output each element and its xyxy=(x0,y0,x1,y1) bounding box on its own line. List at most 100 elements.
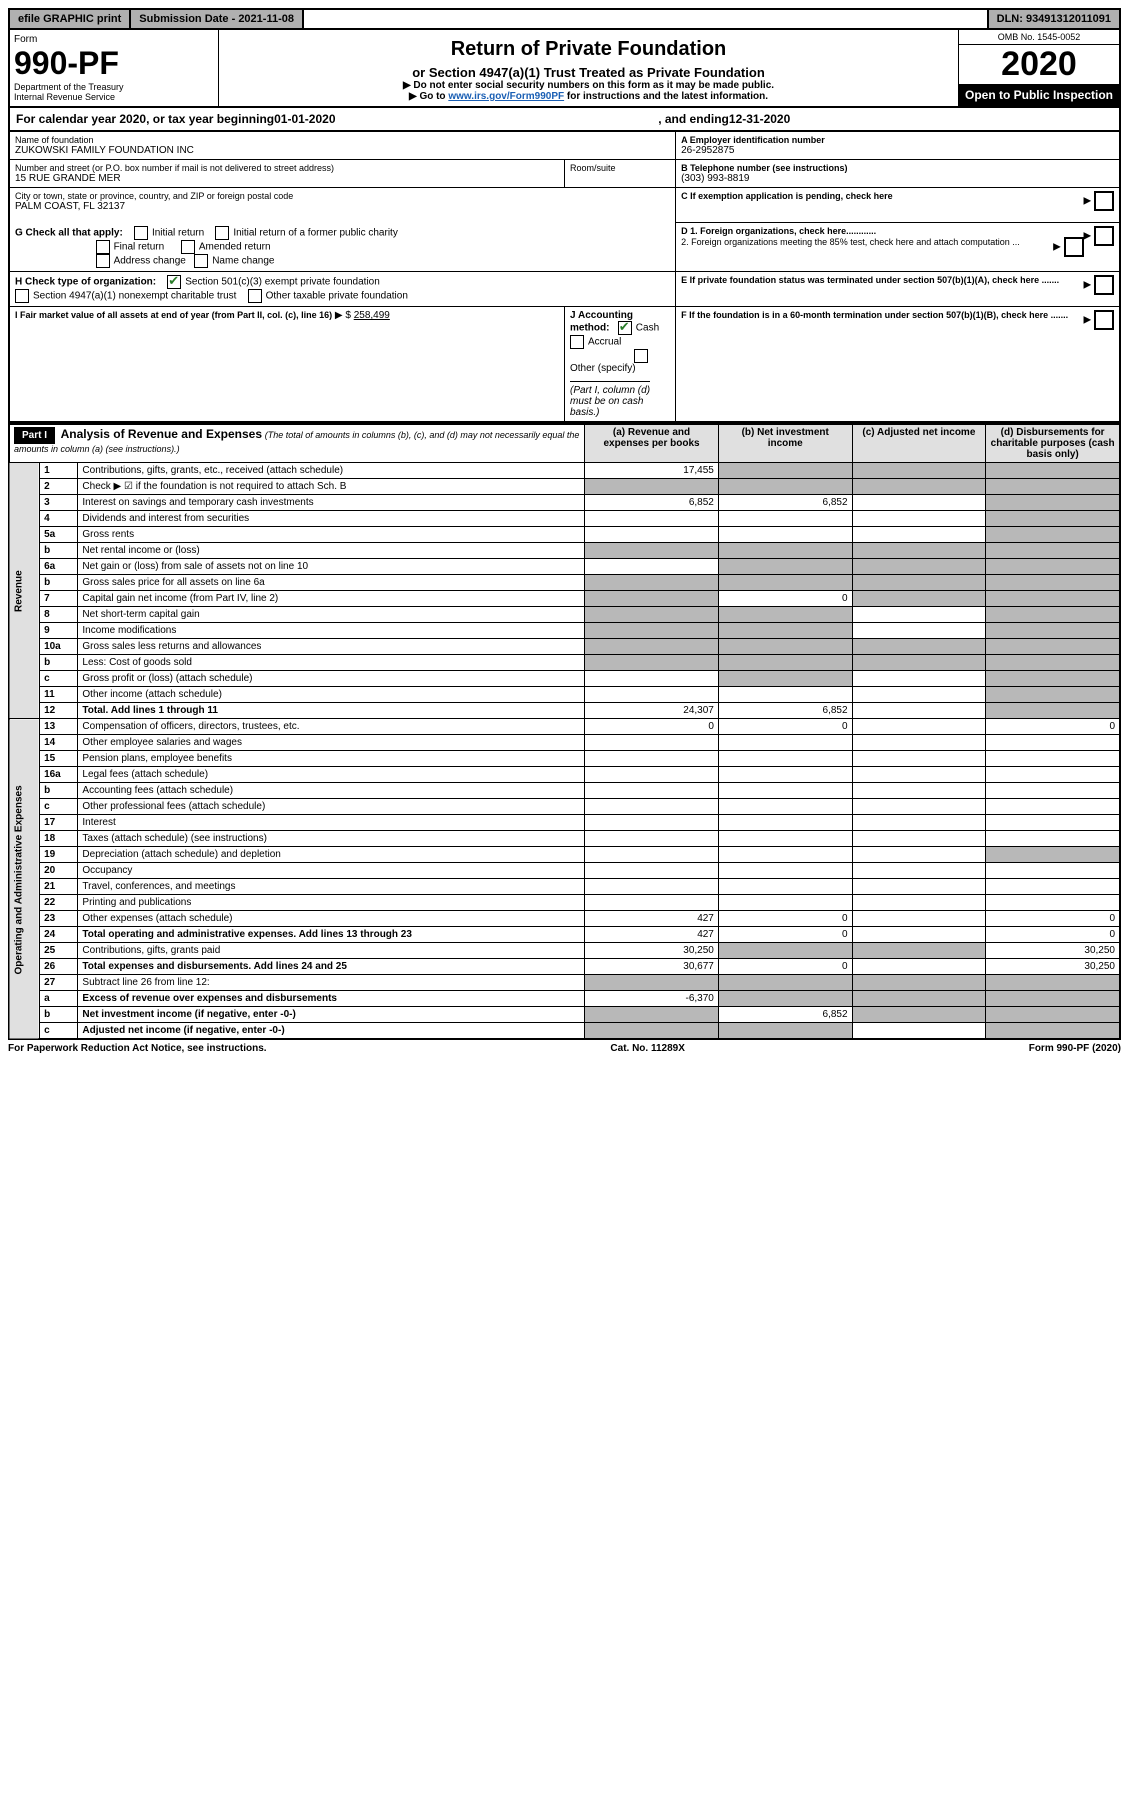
checkbox-accrual[interactable] xyxy=(570,335,584,349)
table-row: Revenue1Contributions, gifts, grants, et… xyxy=(9,463,1120,479)
table-row: 20Occupancy xyxy=(9,863,1120,879)
checkbox-initial-return[interactable] xyxy=(134,226,148,240)
city-value: PALM COAST, FL 32137 xyxy=(15,201,670,212)
instr-link[interactable]: www.irs.gov/Form990PF xyxy=(448,91,564,102)
checkbox-c[interactable] xyxy=(1094,191,1114,211)
e-label: E If private foundation status was termi… xyxy=(681,275,1059,285)
line-description: Contributions, gifts, grants, etc., rece… xyxy=(78,463,585,479)
line-description: Interest on savings and temporary cash i… xyxy=(78,495,585,511)
line-description: Gross sales price for all assets on line… xyxy=(78,575,585,591)
line-description: Travel, conferences, and meetings xyxy=(78,879,585,895)
col-c-header: (c) Adjusted net income xyxy=(852,424,986,463)
cell-b xyxy=(718,879,852,895)
line-number: 26 xyxy=(40,959,78,975)
checkbox-d1[interactable] xyxy=(1094,226,1114,246)
cell-a xyxy=(585,767,719,783)
line-description: Capital gain net income (from Part IV, l… xyxy=(78,591,585,607)
cell-b xyxy=(718,975,852,991)
checkbox-f[interactable] xyxy=(1094,310,1114,330)
cell-b xyxy=(718,751,852,767)
table-row: 12Total. Add lines 1 through 1124,3076,8… xyxy=(9,703,1120,719)
tax-year: 2020 xyxy=(959,45,1119,84)
cell-d xyxy=(986,863,1120,879)
h-other: Other taxable private foundation xyxy=(266,291,408,302)
cell-a xyxy=(585,1023,719,1040)
cell-c xyxy=(852,607,986,623)
checkbox-final-return[interactable] xyxy=(96,240,110,254)
cell-c xyxy=(852,959,986,975)
form-header: Form 990-PF Department of the Treasury I… xyxy=(8,30,1121,108)
phone-label: B Telephone number (see instructions) xyxy=(681,163,1114,173)
cell-b xyxy=(718,815,852,831)
footer-mid: Cat. No. 11289X xyxy=(610,1043,684,1054)
checkbox-cash[interactable] xyxy=(618,321,632,335)
cell-d xyxy=(986,735,1120,751)
g-initial-former: Initial return of a former public charit… xyxy=(233,228,398,239)
table-row: 22Printing and publications xyxy=(9,895,1120,911)
table-row: 7Capital gain net income (from Part IV, … xyxy=(9,591,1120,607)
cell-d xyxy=(986,783,1120,799)
line-number: c xyxy=(40,671,78,687)
line-description: Depreciation (attach schedule) and deple… xyxy=(78,847,585,863)
cell-b xyxy=(718,559,852,575)
line-number: 15 xyxy=(40,751,78,767)
cell-d xyxy=(986,879,1120,895)
cell-d xyxy=(986,575,1120,591)
cell-b xyxy=(718,943,852,959)
checkbox-4947[interactable] xyxy=(15,289,29,303)
cell-d xyxy=(986,655,1120,671)
cell-a xyxy=(585,511,719,527)
cell-c xyxy=(852,863,986,879)
cell-a xyxy=(585,1007,719,1023)
cell-d xyxy=(986,479,1120,495)
line-description: Accounting fees (attach schedule) xyxy=(78,783,585,799)
cell-b xyxy=(718,575,852,591)
g-initial: Initial return xyxy=(152,228,204,239)
cell-a xyxy=(585,543,719,559)
cell-a: 427 xyxy=(585,911,719,927)
cell-a xyxy=(585,479,719,495)
part1-badge: Part I xyxy=(14,427,55,444)
checkbox-other-method[interactable] xyxy=(634,349,648,363)
cell-b xyxy=(718,607,852,623)
submission-date: Submission Date - 2021-11-08 xyxy=(131,10,304,28)
cell-d xyxy=(986,607,1120,623)
cell-a: 30,250 xyxy=(585,943,719,959)
cell-c xyxy=(852,879,986,895)
g-name: Name change xyxy=(212,256,274,267)
phone-value: (303) 993-8819 xyxy=(681,173,1114,184)
line-number: 23 xyxy=(40,911,78,927)
line-description: Contributions, gifts, grants paid xyxy=(78,943,585,959)
city-label: City or town, state or province, country… xyxy=(15,191,670,201)
checkbox-e[interactable] xyxy=(1094,275,1114,295)
line-number: 12 xyxy=(40,703,78,719)
cell-d xyxy=(986,799,1120,815)
line-description: Interest xyxy=(78,815,585,831)
cell-d xyxy=(986,463,1120,479)
line-description: Compensation of officers, directors, tru… xyxy=(78,719,585,735)
instr2-pre: ▶ Go to xyxy=(409,91,448,102)
cell-b xyxy=(718,847,852,863)
checkbox-d2[interactable] xyxy=(1064,237,1084,257)
c-label: C If exemption application is pending, c… xyxy=(681,191,893,201)
checkbox-name-change[interactable] xyxy=(194,254,208,268)
col-a-header: (a) Revenue and expenses per books xyxy=(585,424,719,463)
cell-d xyxy=(986,703,1120,719)
line-description: Legal fees (attach schedule) xyxy=(78,767,585,783)
checkbox-other-taxable[interactable] xyxy=(248,289,262,303)
checkbox-initial-former[interactable] xyxy=(215,226,229,240)
cell-a: -6,370 xyxy=(585,991,719,1007)
checkbox-address-change[interactable] xyxy=(96,254,110,268)
cell-c xyxy=(852,575,986,591)
g-amended: Amended return xyxy=(199,242,271,253)
cell-b: 6,852 xyxy=(718,1007,852,1023)
cell-c xyxy=(852,847,986,863)
cell-a xyxy=(585,591,719,607)
line-number: c xyxy=(40,799,78,815)
cell-c xyxy=(852,943,986,959)
line-number: b xyxy=(40,1007,78,1023)
cell-a xyxy=(585,879,719,895)
checkbox-amended-return[interactable] xyxy=(181,240,195,254)
checkbox-501c3[interactable] xyxy=(167,275,181,289)
table-row: 17Interest xyxy=(9,815,1120,831)
